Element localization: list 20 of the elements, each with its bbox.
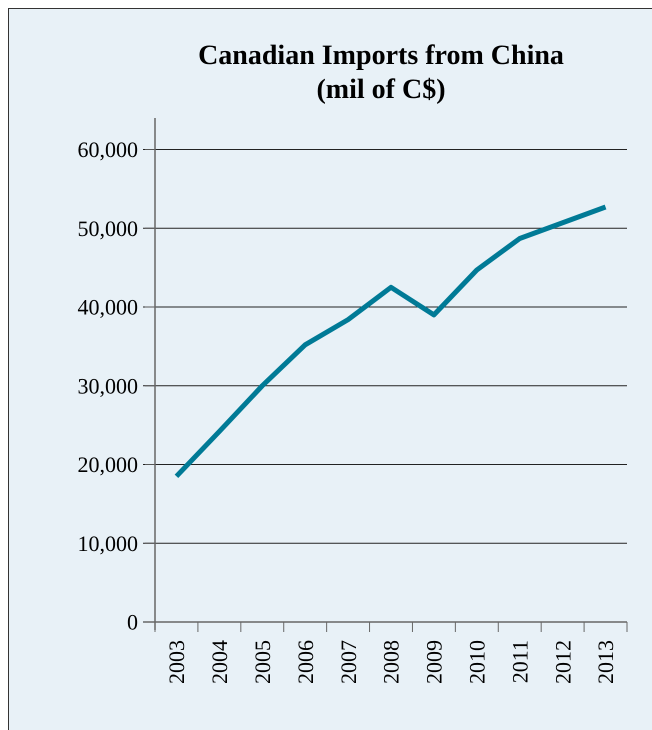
x-tick-label: 2006 bbox=[292, 640, 318, 684]
y-tick-label: 50,000 bbox=[78, 216, 138, 241]
y-tick-label: 40,000 bbox=[78, 294, 138, 320]
x-tick-label: 2009 bbox=[422, 640, 447, 684]
x-tick-label: 2013 bbox=[593, 640, 618, 684]
x-tick-label: 2010 bbox=[464, 640, 490, 684]
y-tick-label: 20,000 bbox=[78, 452, 138, 478]
chart-subtitle: (mil of C$) bbox=[316, 74, 446, 105]
x-tick-label: 2012 bbox=[550, 640, 576, 684]
chart-title: Canadian Imports from China bbox=[198, 40, 564, 71]
x-tick-label: 2007 bbox=[336, 640, 361, 684]
x-tick-label: 2003 bbox=[164, 640, 190, 684]
x-tick-label: 2008 bbox=[378, 640, 404, 684]
y-tick-label: 0 bbox=[127, 610, 138, 635]
x-tick-label: 2004 bbox=[207, 640, 232, 684]
y-tick-label: 30,000 bbox=[78, 373, 138, 398]
y-tick-label: 60,000 bbox=[78, 137, 138, 162]
y-tick-label: 10,000 bbox=[78, 530, 138, 556]
x-tick-label: 2011 bbox=[507, 640, 532, 684]
x-tick-label: 2005 bbox=[250, 640, 275, 684]
